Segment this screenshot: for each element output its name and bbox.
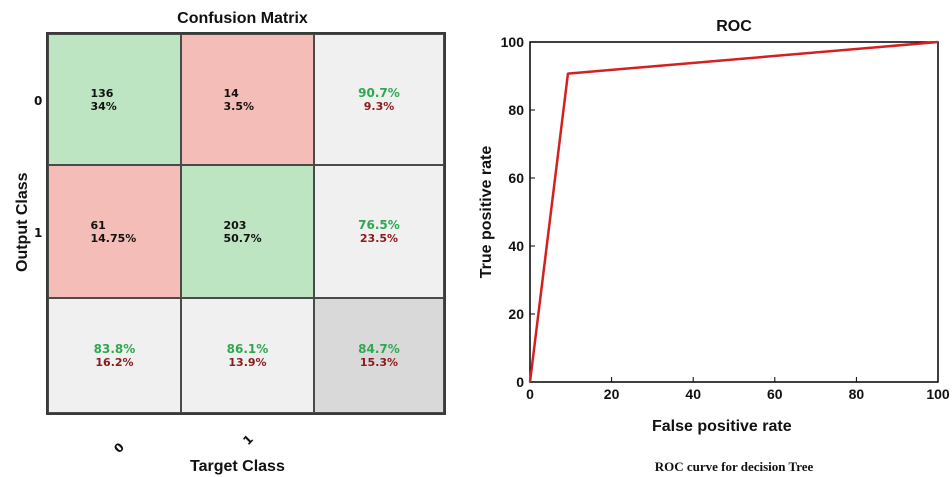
cm-cell-bad-pct: 16.2% [95,355,134,369]
cm-cell-r1-c0: 61 14.75% [48,165,181,298]
roc-caption: ROC curve for decision Tree [654,459,814,474]
cm-cell-r1-c1: 203 50.7% [181,165,314,298]
roc-title: ROC [716,18,752,35]
roc-ytick-label: 100 [501,34,525,50]
cm-cell-pct: 34% [90,99,117,113]
cm-cell-r0-c0: 136 34% [48,34,181,165]
cm-cell-pct: 14.75% [90,231,137,245]
roc-xtick-label: 80 [849,386,865,402]
confusion-matrix-grid: 136 34% 14 3.5% 90.7% 9.3% 61 14.75% 203… [46,32,446,415]
roc-ytick-label: 0 [516,374,524,390]
cm-cell-bad-pct: 15.3% [359,355,399,369]
confusion-matrix-ylabel: Output Class [14,172,31,272]
cm-cell-r0-summary: 90.7% 9.3% [314,34,444,165]
row-label-0: 0 [34,94,43,108]
roc-ytick-label: 40 [508,238,524,254]
roc-axes-box [529,41,939,383]
cm-cell-bad-pct: 23.5% [359,231,399,245]
confusion-matrix-xlabel: Target Class [190,458,285,475]
cm-cell-good-pct: 84.7% [358,341,400,356]
cm-cell-pct: 50.7% [223,231,262,245]
roc-xlabel: False positive rate [652,418,792,435]
cm-cell-pct: 3.5% [223,99,255,113]
cm-cell-good-pct: 86.1% [226,341,269,356]
roc-xtick-label: 100 [926,386,950,402]
cm-cell-count: 14 [223,86,239,100]
roc-ytick-label: 60 [508,170,524,186]
row-label-1: 1 [34,226,43,240]
cm-cell-good-pct: 76.5% [358,217,400,232]
roc-ytick-label: 80 [508,102,524,118]
roc-xtick-label: 40 [685,386,701,402]
col-label-0: 0 [111,440,128,456]
cm-cell-summary-c0: 83.8% 16.2% [48,298,181,413]
cm-cell-summary-c1: 86.1% 13.9% [181,298,314,413]
cm-cell-good-pct: 90.7% [358,85,400,100]
cm-cell-bad-pct: 9.3% [363,99,395,113]
roc-xtick-label: 0 [526,386,534,402]
cm-cell-r1-summary: 76.5% 23.5% [314,165,444,298]
roc-ytick-label: 20 [508,306,524,322]
roc-ylabel: True positive rate [478,145,495,279]
roc-xtick-label: 20 [604,386,620,402]
cm-cell-overall: 84.7% 15.3% [314,298,444,413]
cm-cell-r0-c1: 14 3.5% [181,34,314,165]
col-label-1: 1 [240,432,257,448]
cm-cell-good-pct: 83.8% [93,341,136,356]
roc-xtick-label: 60 [767,386,783,402]
cm-cell-count: 136 [90,86,114,100]
roc-series-line [528,40,939,383]
cm-cell-count: 203 [223,218,247,232]
confusion-matrix-title: Confusion Matrix [177,10,308,27]
cm-cell-bad-pct: 13.9% [228,355,267,369]
cm-cell-count: 61 [90,218,106,232]
